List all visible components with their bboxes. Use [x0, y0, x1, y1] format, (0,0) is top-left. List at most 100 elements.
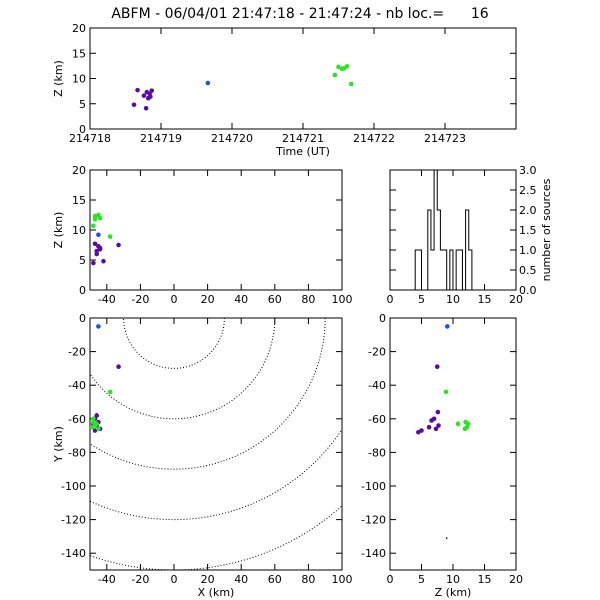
plan-view-ytick-label: -40	[68, 379, 86, 392]
x-height-panel: -40 -20 0 20 40 60 80 100 0 5 10 15 20 Z (km)	[52, 164, 353, 306]
source-point	[91, 416, 96, 422]
height-y-xtick-label: 20	[509, 573, 523, 586]
source-point	[348, 81, 354, 87]
source-point	[116, 364, 121, 370]
x-height-xtick-label: 40	[234, 293, 248, 306]
time-height-ylabel: Z (km)	[52, 60, 65, 97]
height-y-ytick-label: -60	[368, 413, 386, 426]
plan-view-xtick-label: 20	[201, 573, 215, 586]
source-point	[91, 223, 96, 229]
x-height-ytick-label: 20	[72, 164, 86, 177]
plan-view-ylabel: Y (km)	[52, 426, 65, 463]
source-point	[92, 216, 98, 222]
x-height-ylabel: Z (km)	[52, 212, 65, 249]
histogram-xtick-label: 15	[478, 293, 492, 306]
histogram-bars	[390, 170, 516, 290]
histogram-ylabel: number of sources	[540, 178, 553, 281]
time-height-xtick-label: 214720	[211, 132, 253, 145]
time-height-ytick-label: 20	[72, 22, 86, 35]
source-point	[436, 423, 441, 428]
histogram-ytick-label: 0.0	[519, 284, 537, 297]
x-height-ytick-label: 10	[72, 224, 86, 237]
time-height-ytick-label: 10	[72, 73, 86, 86]
source-point	[141, 93, 147, 98]
x-height-plot-area	[91, 212, 121, 266]
height-y-panel: 0 5 10 15 20 0 -20 -40 -60 -80 -100 -120 -140 Z (km)	[361, 312, 523, 599]
histogram-ytick-label: 2.5	[519, 184, 537, 197]
height-y-ytick-label: -100	[361, 480, 386, 493]
source-point	[97, 215, 103, 221]
source-point	[465, 421, 471, 427]
source-point	[149, 88, 155, 93]
time-height-frame	[89, 27, 517, 130]
height-y-ytick-label: 0	[379, 312, 386, 325]
plan-view-xtick-label: 60	[268, 573, 282, 586]
source-point	[431, 416, 437, 422]
height-y-xtick-label: 10	[446, 573, 460, 586]
time-height-xtick-label: 214721	[282, 132, 324, 145]
height-y-plot-area	[416, 324, 471, 539]
figure-title: ABFM - 06/04/01 21:47:18 - 21:47:24 - nb…	[111, 6, 488, 22]
histogram-xtick-label: 20	[509, 293, 523, 306]
source-point	[92, 241, 98, 247]
x-height-xtick-label: 20	[201, 293, 215, 306]
plan-view-xtick-label: 80	[301, 573, 315, 586]
plan-view-xtick-label: -20	[131, 573, 149, 586]
height-y-ytick-label: -40	[368, 379, 386, 392]
source-point	[143, 105, 149, 111]
plan-view-ytick-label: -140	[61, 547, 86, 560]
source-point	[433, 426, 439, 432]
histogram-ytick-label: 1.0	[519, 244, 537, 257]
source-point	[97, 246, 103, 252]
source-point	[332, 72, 338, 78]
source-point	[435, 409, 441, 415]
source-point	[426, 424, 432, 430]
x-height-ytick-label: 0	[79, 284, 86, 297]
height-y-ytick-label: -20	[368, 346, 386, 359]
histogram-ytick-label: 3.0	[519, 164, 537, 177]
plan-view-ytick-label: -20	[68, 346, 86, 359]
source-point	[94, 421, 100, 427]
plan-view-xtick-label: 0	[171, 573, 178, 586]
x-height-xtick-label: 80	[301, 293, 315, 306]
source-point	[462, 426, 468, 432]
source-point	[107, 389, 113, 395]
time-height-panel: 214718 214719 214720 214721 214722 214723 0 5 10…	[52, 22, 517, 158]
histogram-ytick-label: 0.5	[519, 264, 537, 277]
time-height-ytick-label: 0	[79, 123, 86, 136]
source-point	[336, 64, 341, 70]
range-ring	[123, 318, 225, 369]
source-point	[205, 80, 211, 86]
plan-view-plot-area	[90, 318, 342, 570]
histogram-ytick-label: 2.0	[519, 204, 537, 217]
time-height-xtick-label: 214723	[424, 132, 466, 145]
source-point	[94, 251, 100, 257]
x-height-frame	[89, 169, 343, 291]
source-point	[94, 413, 100, 418]
height-y-xtick-label: 15	[478, 573, 492, 586]
source-point	[443, 389, 449, 395]
x-height-xtick-label: -40	[98, 293, 116, 306]
plan-view-ytick-label: -100	[61, 480, 86, 493]
x-height-ytick-label: 15	[72, 194, 86, 207]
source-point	[135, 87, 140, 93]
source-point	[101, 258, 106, 264]
x-height-xtick-label: 60	[268, 293, 282, 306]
plan-view-ytick-label: -60	[68, 413, 86, 426]
source-point	[96, 232, 101, 238]
source-point	[445, 324, 450, 329]
source-point	[419, 428, 424, 433]
plan-view-xtick-label: -40	[98, 573, 116, 586]
time-height-ytick-label: 15	[72, 47, 86, 60]
source-point	[96, 324, 101, 329]
x-height-xtick-label: 100	[332, 293, 353, 306]
time-height-ytick-label: 5	[79, 98, 86, 111]
height-y-ytick-label: -80	[368, 446, 386, 459]
range-ring	[90, 318, 326, 470]
source-point	[116, 242, 121, 248]
plan-view-ytick-label: -120	[61, 514, 86, 527]
source-point	[148, 94, 153, 99]
source-point	[434, 364, 440, 370]
chart-panels: 214718 214719 214720 214721 214722 214723 0 5 10…	[52, 22, 554, 599]
